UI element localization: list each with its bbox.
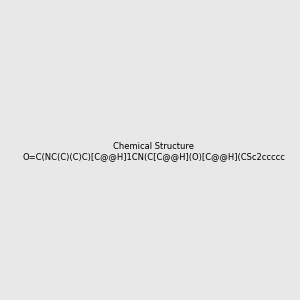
Text: Chemical Structure
O=C(NC(C)(C)C)[C@@H]1CN(C[C@@H](O)[C@@H](CSc2ccccc: Chemical Structure O=C(NC(C)(C)C)[C@@H]1…: [22, 142, 285, 161]
